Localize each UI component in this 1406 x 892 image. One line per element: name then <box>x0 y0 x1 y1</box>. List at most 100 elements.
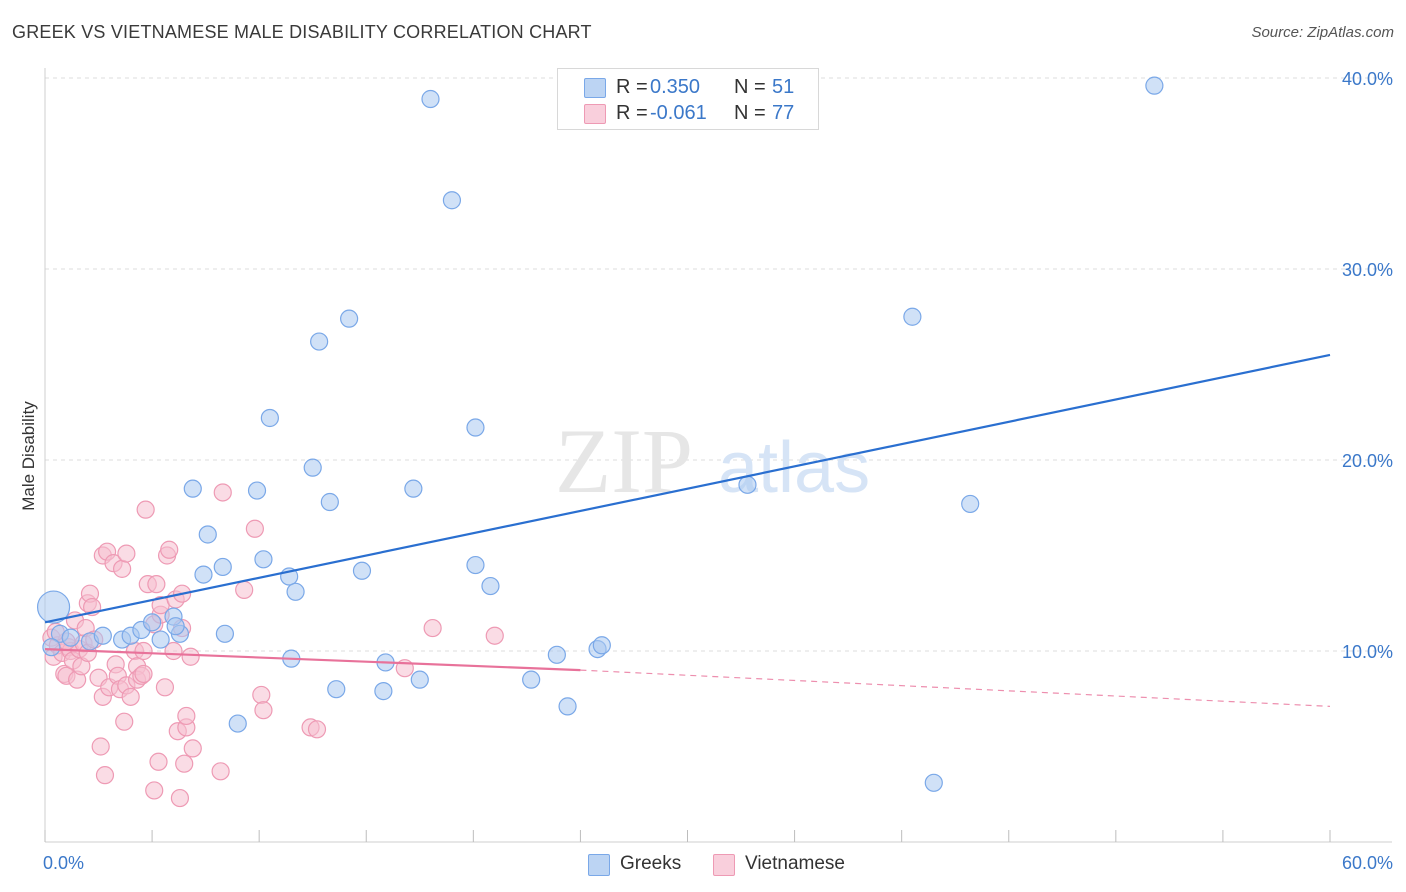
legend-label: Vietnamese <box>745 853 845 874</box>
n-label: N = <box>734 102 766 124</box>
vietnamese-point <box>235 580 254 599</box>
vietnamese-trend-extension <box>580 669 1331 707</box>
vietnamese-point <box>155 678 175 697</box>
y-tick-label: 20.0% <box>1342 451 1393 471</box>
greeks-point <box>410 670 429 689</box>
greeks-point <box>924 773 943 792</box>
tick-labels: 10.0% 20.0% 30.0% 40.0% 0.0% 60.0% <box>43 69 1393 873</box>
greeks-point <box>592 636 611 655</box>
vietnamese-point <box>145 781 164 800</box>
greeks-point <box>327 680 346 699</box>
axes-layer <box>44 68 1392 843</box>
greeks-point <box>466 418 485 437</box>
series-legend: Greeks Vietnamese <box>0 852 1406 878</box>
greeks-point <box>260 408 279 428</box>
greeks-point <box>903 307 922 326</box>
greeks-point <box>404 479 423 498</box>
greeks-points <box>36 76 1164 792</box>
greeks-point <box>1145 76 1164 95</box>
watermark-atlas: atlas <box>718 428 870 508</box>
vietnamese-point <box>213 483 232 502</box>
vietnamese-swatch <box>713 854 735 876</box>
vietnamese-point <box>170 788 190 808</box>
vietnamese-point <box>181 647 200 666</box>
vietnamese-point <box>117 544 136 563</box>
vietnamese-point <box>252 685 271 705</box>
r-value: -0.061 <box>650 102 707 124</box>
watermark: ZIP atlas <box>555 410 870 512</box>
r-label: R = <box>616 102 648 124</box>
greeks-trend-line <box>44 353 1331 624</box>
r-label: R = <box>616 76 648 98</box>
vietnamese-point <box>245 519 264 538</box>
y-tick-label: 40.0% <box>1342 69 1393 89</box>
vietnamese-trend-line <box>44 647 581 672</box>
vietnamese-point <box>91 737 110 756</box>
vietnamese-point <box>175 754 194 773</box>
vietnamese-point <box>112 559 132 578</box>
greeks-point <box>961 494 980 514</box>
vietnamese-point <box>183 739 202 758</box>
greeks-point <box>421 89 440 109</box>
source-label: Source: ZipAtlas.com <box>1251 24 1394 41</box>
greeks-point <box>303 458 322 477</box>
n-label: N = <box>734 76 766 98</box>
greeks-point <box>374 682 393 701</box>
greeks-point <box>61 628 80 647</box>
greeks-point <box>166 617 185 636</box>
n-value: 51 <box>772 76 795 98</box>
greeks-point <box>183 479 202 498</box>
greeks-point <box>215 624 234 643</box>
greeks-point <box>42 638 61 657</box>
greeks-point <box>352 561 372 580</box>
greeks-swatch <box>588 854 610 876</box>
vietnamese-points <box>42 483 504 808</box>
greeks-point <box>340 309 359 328</box>
x-tick-label: 0.0% <box>43 853 84 873</box>
vietnamese-point <box>149 752 168 771</box>
greeks-point <box>194 565 213 584</box>
vietnamese-point <box>115 712 134 731</box>
greeks-point <box>213 557 232 577</box>
greeks-point <box>36 590 71 624</box>
greeks-point <box>558 697 577 716</box>
greeks-point <box>320 492 339 512</box>
legend-label: Greeks <box>620 853 682 874</box>
greeks-swatch <box>584 78 606 98</box>
n-value: 77 <box>772 102 795 124</box>
vietnamese-point <box>136 500 155 519</box>
y-axis-label: Male Disability <box>19 401 38 511</box>
greeks-point <box>151 630 170 649</box>
y-tick-label: 10.0% <box>1342 642 1393 662</box>
greeks-point <box>254 550 273 569</box>
vietnamese-point <box>160 540 179 559</box>
r-value: 0.350 <box>650 76 701 98</box>
greeks-point <box>310 332 329 351</box>
chart-title: GREEK VS VIETNAMESE MALE DISABILITY CORR… <box>12 22 592 42</box>
vietnamese-point <box>95 766 115 785</box>
x-tick-label: 60.0% <box>1342 853 1393 873</box>
greeks-point <box>522 670 541 689</box>
vietnamese-point <box>254 701 273 720</box>
vietnamese-swatch <box>584 104 606 124</box>
greeks-point <box>228 714 247 733</box>
y-tick-label: 30.0% <box>1342 260 1393 280</box>
vietnamese-point <box>134 641 153 661</box>
greeks-point <box>286 582 305 601</box>
greeks-point <box>198 525 217 544</box>
greeks-point <box>738 475 757 494</box>
greeks-point <box>481 576 500 596</box>
correlation-legend: R = 0.350 N = 51 R = -0.061 N = 77 <box>557 68 819 130</box>
vietnamese-point <box>147 575 166 594</box>
greeks-point <box>247 481 267 500</box>
greeks-point <box>466 555 485 575</box>
vietnamese-point <box>177 706 196 726</box>
watermark-zip: ZIP <box>555 410 693 512</box>
vietnamese-point <box>423 618 442 638</box>
greeks-point <box>442 191 462 210</box>
grid-layer <box>45 77 1392 652</box>
vietnamese-point <box>121 687 140 706</box>
greeks-point <box>93 626 112 645</box>
vietnamese-point <box>134 664 153 684</box>
